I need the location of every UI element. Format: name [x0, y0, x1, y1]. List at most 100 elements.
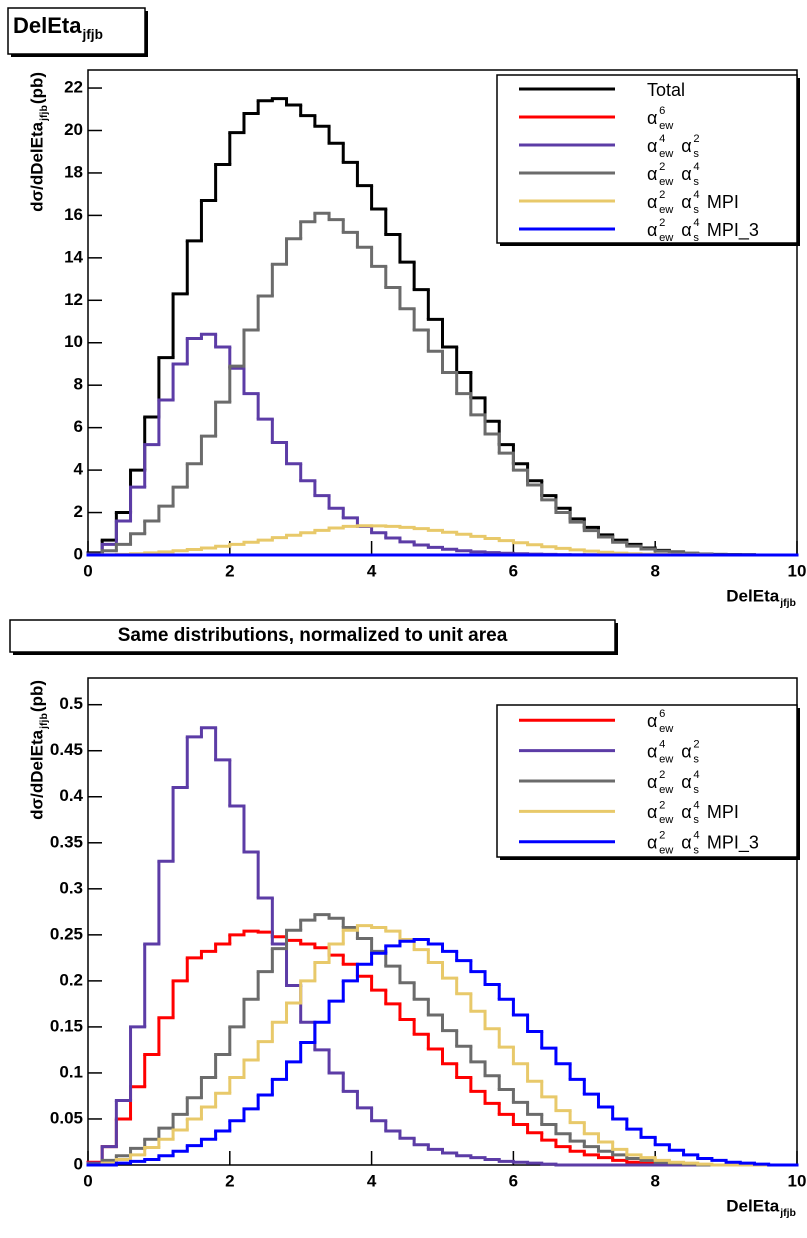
x-tick-label: 6: [509, 1171, 518, 1190]
legend-label-part: 4: [693, 830, 699, 842]
legend-label-part: s: [693, 204, 699, 216]
legend-label-part: α: [647, 741, 657, 761]
chart-title-part: jfjb: [81, 27, 102, 42]
y-tick-label: 0.45: [50, 740, 83, 759]
legend-label: α 4ew α 2s: [647, 738, 700, 765]
legend-label: Total: [647, 80, 685, 100]
legend-label-part: Total: [647, 80, 685, 100]
legend-label-part: α: [681, 741, 691, 761]
y-tick-label: 0.3: [59, 878, 83, 897]
x-tick-label: 4: [367, 1171, 377, 1190]
legend-label-part: MPI_3: [707, 833, 759, 854]
legend-label-part: 4: [693, 161, 699, 173]
legend-label-part: 4: [693, 799, 699, 811]
legend-label-part: α: [681, 164, 691, 184]
y-tick-label: 0: [74, 544, 83, 563]
x-axis-label-part: jfjb: [779, 1207, 796, 1219]
x-tick-label: 0: [83, 561, 92, 580]
x-axis-label-part: DelEta: [726, 586, 779, 605]
x-tick-label: 10: [788, 1171, 807, 1190]
legend-label-part: s: [693, 176, 699, 188]
legend-label-part: 2: [659, 189, 665, 201]
legend-label-part: s: [693, 148, 699, 160]
y-tick-label: 22: [64, 78, 83, 97]
x-axis-label-part: DelEta: [726, 1196, 779, 1215]
legend-label-part: α: [681, 802, 691, 822]
legend-label-part: α: [647, 802, 657, 822]
chart-title-part: Same distributions, normalized to unit a…: [118, 625, 508, 646]
y-axis-label-part: (pb): [27, 680, 46, 712]
legend-label-part: 4: [659, 133, 665, 145]
y-tick-label: 0.4: [59, 786, 83, 805]
legend-label-part: ew: [659, 148, 674, 160]
legend-box: [496, 74, 798, 244]
legend-label-part: s: [693, 845, 699, 857]
legend-label-part: α: [681, 833, 691, 853]
legend-label: α 2ew α 4s MPI: [647, 189, 739, 216]
legend-label-part: MPI: [707, 802, 739, 822]
x-axis-label: DelEta jfjb: [726, 1196, 796, 1219]
legend-label-part: α: [647, 136, 657, 156]
legend-label-part: ew: [659, 120, 674, 132]
legend-label-part: 6: [659, 105, 665, 117]
legend-label-part: α: [681, 772, 691, 792]
legend-label-part: ew: [659, 723, 674, 735]
legend-label-part: α: [647, 192, 657, 212]
legend-label-part: α: [681, 192, 691, 212]
legend-label-part: ew: [659, 814, 674, 826]
y-tick-label: 12: [64, 290, 83, 309]
legend-label: α 2ew α 4s: [647, 769, 700, 796]
x-tick-label: 2: [225, 1171, 234, 1190]
y-tick-label: 16: [64, 205, 83, 224]
y-tick-label: 0: [74, 1154, 83, 1173]
legend-label-part: s: [693, 784, 699, 796]
legend-label: α 2ew α 4s MPI: [647, 799, 739, 826]
y-tick-label: 0.5: [59, 694, 83, 713]
y-axis-label-part: jfjb: [38, 105, 50, 122]
y-tick-label: 18: [64, 162, 83, 181]
legend-label-part: 2: [659, 161, 665, 173]
y-tick-label: 0.2: [59, 970, 83, 989]
x-tick-label: 10: [788, 561, 807, 580]
legend-label-part: α: [647, 772, 657, 792]
legend-label-part: 2: [659, 799, 665, 811]
legend-label: α 2ew α 4s MPI_3: [647, 830, 759, 857]
legend-label-part: s: [693, 814, 699, 826]
legend-label-part: ew: [659, 176, 674, 188]
y-tick-label: 2: [74, 502, 83, 521]
y-tick-label: 10: [64, 332, 83, 351]
y-axis-label-part: (pb): [27, 72, 46, 104]
legend-label-part: MPI: [707, 192, 739, 212]
y-tick-label: 0.25: [50, 924, 83, 943]
legend-label-part: 2: [693, 133, 699, 145]
legend-label-part: ew: [659, 753, 674, 765]
legend-label-part: α: [647, 164, 657, 184]
y-tick-label: 8: [74, 375, 83, 394]
legend-label-part: 6: [659, 708, 665, 720]
y-tick-label: 6: [74, 417, 83, 436]
legend-label-part: ew: [659, 232, 674, 244]
legend-label-part: α: [647, 711, 657, 731]
legend-label-part: 2: [659, 769, 665, 781]
legend-label-part: α: [647, 108, 657, 128]
x-tick-label: 8: [650, 561, 659, 580]
y-tick-label: 14: [64, 247, 83, 266]
legend-label-part: 4: [659, 738, 665, 750]
legend-label: α 2ew α 4s: [647, 161, 700, 188]
legend-label-part: α: [647, 220, 657, 240]
legend-label-part: α: [681, 220, 691, 240]
legend-label-part: s: [693, 232, 699, 244]
y-tick-label: 0.05: [50, 1108, 83, 1127]
y-axis-label-part: jfjb: [38, 713, 50, 730]
legend-label-part: s: [693, 753, 699, 765]
legend-label: α 6 ew: [647, 708, 674, 735]
plot-frame: [87, 677, 798, 1166]
x-axis-label: DelEta jfjb: [726, 586, 796, 609]
legend-label: α 6 ew: [647, 105, 674, 132]
legend-label-part: 4: [693, 217, 699, 229]
x-tick-label: 2: [225, 561, 234, 580]
x-axis-label-part: jfjb: [779, 597, 796, 609]
